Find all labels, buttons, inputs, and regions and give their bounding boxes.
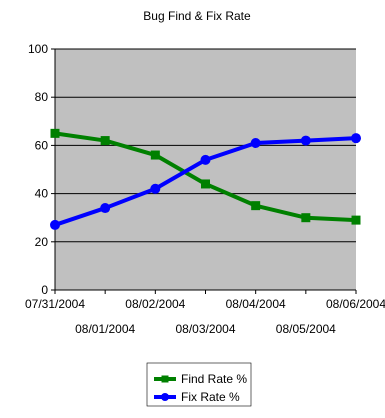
x-tick-label: 08/05/2004 (276, 322, 336, 336)
y-tick-label: 60 (35, 138, 49, 152)
data-point (150, 183, 161, 194)
data-point (250, 137, 261, 148)
legend-label: Fix Rate % (181, 390, 240, 404)
x-axis-ticks: 07/31/2004 08/01/2004 08/02/2004 08/03/2004… (25, 290, 385, 336)
x-tick-label: 07/31/2004 (25, 297, 85, 311)
y-tick-label: 100 (28, 42, 48, 56)
data-point (351, 133, 361, 144)
data-point (100, 136, 110, 146)
data-point (301, 213, 311, 223)
legend-marker (161, 393, 169, 401)
data-point (300, 135, 311, 146)
y-tick-label: 0 (41, 283, 48, 297)
data-point (100, 203, 111, 214)
y-tick-label: 20 (35, 235, 49, 249)
data-point (251, 201, 261, 211)
y-axis-ticks: 0 20 40 60 80 100 (28, 42, 55, 297)
data-point (201, 179, 210, 189)
data-point (50, 219, 60, 230)
x-tick-label: 08/03/2004 (175, 322, 235, 336)
x-tick-label: 08/06/2004 (326, 297, 385, 311)
data-point (50, 128, 60, 138)
gridlines (55, 48, 356, 243)
legend-label: Find Rate % (181, 372, 247, 386)
y-tick-label: 80 (35, 90, 49, 104)
data-point (351, 215, 361, 225)
x-tick-label: 08/02/2004 (125, 297, 185, 311)
legend: Find Rate % Fix Rate % (154, 372, 247, 404)
data-point (200, 154, 211, 165)
x-tick-label: 08/01/2004 (75, 322, 135, 336)
data-point (150, 150, 160, 160)
plot-area (55, 49, 356, 290)
chart-title: Bug Find & Fix Rate (143, 9, 251, 23)
legend-marker (161, 375, 169, 383)
series-group (50, 128, 361, 230)
x-tick-label: 08/04/2004 (226, 297, 286, 311)
y-tick-label: 40 (35, 187, 49, 201)
